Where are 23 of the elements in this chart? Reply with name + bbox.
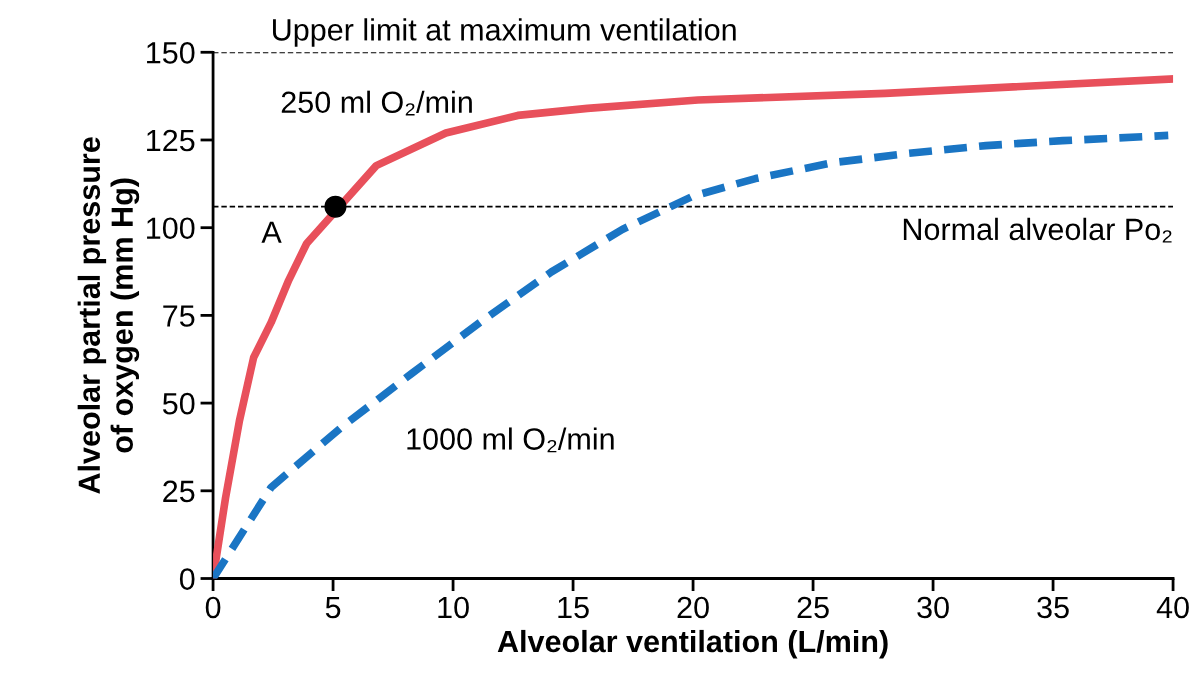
annotation: A	[261, 221, 282, 243]
ref-line-label: Normal alveolar Po₂	[903, 217, 1172, 243]
x-tick-label: 0	[205, 596, 221, 619]
y-tick-label: 50	[162, 392, 195, 415]
y-axis-title: Alveolar partial pressure of oxygen (mm Hg)	[77, 137, 140, 494]
x-tick-label: 35	[1037, 596, 1069, 619]
ref-line-label: Upper limit at maximum ventilation	[273, 18, 736, 47]
series-label: 250 ml O₂/min	[281, 90, 472, 116]
x-tick-label: 15	[558, 596, 589, 619]
x-tick-label: 20	[677, 596, 709, 619]
x-tick-label: 10	[438, 596, 469, 619]
y-tick-label: 0	[179, 568, 195, 590]
y-tick-label: 100	[147, 217, 195, 240]
x-axis-title: Alveolar ventilation (L/min)	[497, 629, 888, 659]
x-tick-label: 5	[325, 596, 341, 619]
series-label: 1000 ml O₂/min	[407, 427, 614, 453]
y-tick-label: 75	[163, 305, 195, 327]
x-tick-label: 30	[917, 596, 949, 619]
y-tick-label: 25	[163, 480, 195, 503]
x-tick-label: 25	[797, 596, 829, 619]
x-tick-label: 40	[1156, 596, 1189, 619]
y-tick-label: 150	[147, 42, 195, 64]
y-tick-label: 125	[147, 129, 195, 152]
